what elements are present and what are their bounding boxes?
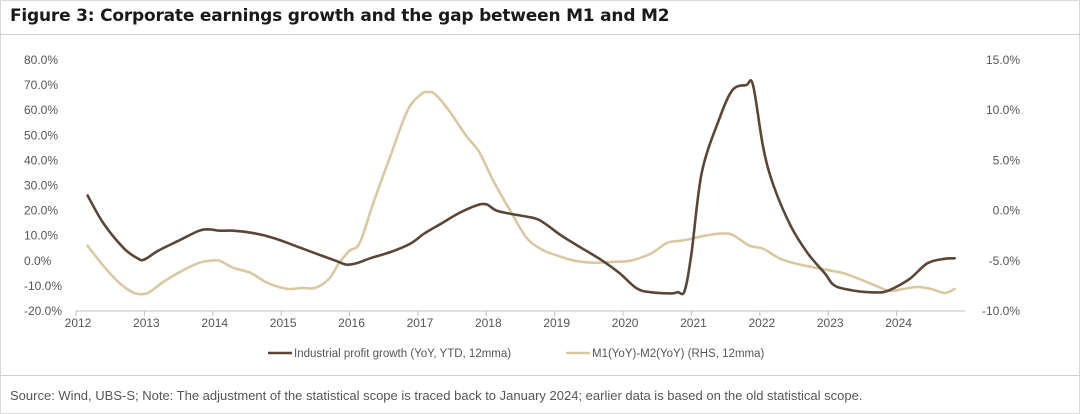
x-axis-tick-label: 2021 [680, 316, 707, 330]
x-axis-tick-label: 2015 [270, 316, 297, 330]
x-axis-ticks: 2012 2013 2014 2015 2016 2017 2018 2019 2020 2021… [65, 311, 912, 330]
x-axis-tick-label: 2018 [475, 316, 502, 330]
right-axis-tick-label: -5.0% [989, 254, 1021, 268]
x-axis-tick-label: 2012 [65, 316, 92, 330]
x-axis-tick-label: 2024 [885, 316, 912, 330]
source-note: Source: Wind, UBS-S; Note: The adjustmen… [10, 388, 863, 403]
x-axis-tick-label: 2023 [817, 316, 844, 330]
series-layer [86, 78, 956, 296]
right-axis-tick-label: -10.0% [982, 304, 1020, 318]
left-axis-tick-label: 20.0% [24, 204, 58, 218]
legend-item-industrial-profit: Industrial profit growth (YoY, YTD, 12mm… [294, 348, 511, 360]
x-axis-tick-label: 2016 [338, 316, 365, 330]
right-axis-tick-label: 5.0% [993, 153, 1021, 167]
title-divider [0, 34, 1080, 35]
series-line-m1-m2-gap [86, 90, 956, 296]
left-axis-tick-label: 60.0% [24, 103, 58, 117]
right-axis-tick-label: 0.0% [993, 204, 1021, 218]
left-axis-tick-label: 50.0% [24, 128, 58, 142]
left-axis-tick-label: 80.0% [24, 53, 58, 67]
right-axis-ticks: 15.0% 10.0% 5.0% 0.0% -5.0% -10.0% [982, 53, 1020, 318]
series-line-industrial-profit [86, 78, 956, 296]
x-axis-tick-label: 2019 [543, 316, 570, 330]
left-axis-tick-label: 30.0% [24, 179, 58, 193]
left-axis-tick-label: -10.0% [24, 279, 62, 293]
x-axis-tick-label: 2022 [748, 316, 775, 330]
legend-item-m1-m2-gap: M1(YoY)-M2(YoY) (RHS, 12mma) [592, 348, 765, 360]
left-axis-tick-label: 40.0% [24, 153, 58, 167]
left-axis-tick-label: -20.0% [24, 304, 62, 318]
source-divider [0, 375, 1080, 376]
legend: Industrial profit growth (YoY, YTD, 12mm… [268, 348, 765, 360]
left-axis-ticks: 80.0% 70.0% 60.0% 50.0% 40.0% 30.0% 20.0% 10.0%… [24, 53, 62, 318]
figure-title: Figure 3: Corporate earnings growth and … [10, 6, 670, 26]
right-axis-tick-label: 15.0% [986, 53, 1020, 67]
left-axis-tick-label: 0.0% [24, 254, 52, 268]
x-axis-tick-label: 2013 [133, 316, 160, 330]
line-chart: 80.0% 70.0% 60.0% 50.0% 40.0% 30.0% 20.0% 10.0%… [24, 53, 1020, 360]
left-axis-tick-label: 10.0% [24, 229, 58, 243]
x-axis-tick-label: 2020 [612, 316, 639, 330]
x-axis-tick-label: 2014 [201, 316, 228, 330]
right-axis-tick-label: 10.0% [986, 103, 1020, 117]
left-axis-tick-label: 70.0% [24, 78, 58, 92]
x-axis-tick-label: 2017 [407, 316, 434, 330]
